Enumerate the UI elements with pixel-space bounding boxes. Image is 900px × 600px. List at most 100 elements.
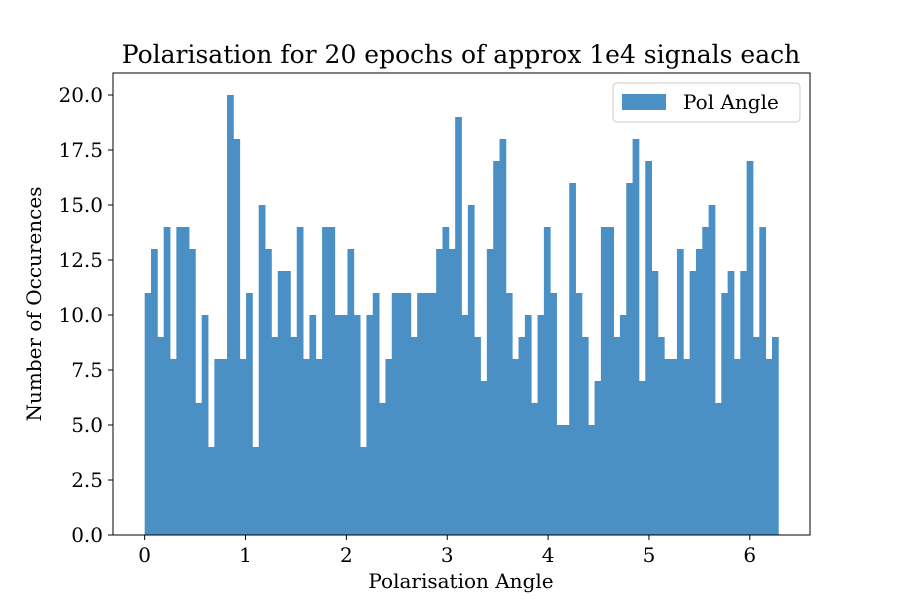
histogram-bar: [144, 293, 152, 535]
histogram-bar: [334, 315, 342, 535]
histogram-bar: [404, 293, 412, 535]
y-axis-label: Number of Occurences: [22, 187, 46, 422]
x-tick-label: 2: [340, 543, 353, 567]
y-tick-label: 5.0: [71, 413, 103, 437]
histogram-bar: [322, 227, 329, 535]
histogram-bar: [702, 227, 710, 535]
x-tick-label: 5: [643, 543, 656, 567]
histogram-bar: [588, 425, 595, 535]
histogram-bar: [366, 315, 374, 535]
legend: Pol Angle: [612, 82, 801, 123]
legend-swatch: [622, 94, 666, 110]
y-tick-label: 10.0: [58, 303, 103, 327]
plot-frame: [112, 72, 811, 536]
histogram-bar: [493, 161, 500, 535]
histogram-bar: [480, 381, 488, 535]
histogram-bar: [607, 227, 614, 535]
histogram-bar: [543, 227, 551, 535]
x-tick-label: 1: [239, 543, 252, 567]
y-axis-ticks: 0.0 2.5 5.0 7.5 10.0 12.5 15.0 17.5 20.0: [58, 83, 113, 547]
histogram-bar: [246, 293, 253, 535]
histogram-bar: [417, 293, 424, 535]
histogram-bar: [727, 271, 735, 535]
y-tick-label: 0.0: [71, 523, 103, 547]
x-tick-label: 4: [542, 543, 555, 567]
histogram-bar: [531, 403, 538, 535]
histogram-bar: [189, 249, 196, 535]
histogram-bar: [157, 337, 165, 535]
histogram-bar: [499, 139, 507, 535]
histogram-bar: [220, 359, 228, 535]
histogram-bar: [309, 315, 317, 535]
histogram-bar: [765, 359, 773, 535]
histogram-bar: [467, 205, 475, 535]
histogram-bar: [277, 271, 285, 535]
histogram-bar: [448, 249, 456, 535]
histogram-bar: [486, 249, 494, 535]
histogram-bar: [176, 227, 184, 535]
histogram-bar: [569, 183, 576, 535]
histogram-bar: [353, 315, 361, 535]
histogram-bar: [752, 337, 760, 535]
histogram-bar: [759, 227, 767, 535]
histogram-bars: [144, 95, 779, 535]
chart-title: Polarisation for 20 epochs of approx 1e4…: [122, 40, 800, 69]
histogram-bar: [461, 315, 469, 535]
histogram-bar: [328, 227, 336, 535]
histogram-bar: [391, 293, 399, 535]
histogram-bar: [524, 315, 532, 535]
y-tick-label: 2.5: [71, 468, 103, 492]
histogram-bar: [170, 359, 177, 535]
histogram-bar: [429, 293, 437, 535]
histogram-bar: [284, 271, 291, 535]
histogram-bar: [290, 337, 298, 535]
histogram-bar: [645, 161, 652, 535]
histogram-bar: [360, 447, 367, 535]
histogram-bar: [208, 447, 215, 535]
histogram-bar: [721, 293, 729, 535]
histogram-bar: [695, 249, 703, 535]
histogram-bar: [303, 359, 310, 535]
histogram-bar: [398, 293, 405, 535]
histogram-bar: [505, 293, 513, 535]
histogram-bar: [600, 227, 608, 535]
y-tick-label: 12.5: [58, 248, 103, 272]
histogram-bar: [664, 359, 672, 535]
histogram-bar: [182, 227, 190, 535]
histogram-bar: [619, 315, 627, 535]
histogram-bar: [436, 249, 443, 535]
histogram-bar: [315, 359, 323, 535]
histogram-bar: [423, 293, 431, 535]
histogram-bar: [537, 315, 545, 535]
histogram-bar: [442, 227, 450, 535]
histogram-bar: [410, 337, 418, 535]
histogram-bar: [613, 337, 621, 535]
histogram-bar: [233, 139, 241, 535]
histogram-bar: [676, 249, 684, 535]
histogram-bar: [271, 337, 279, 535]
x-tick-label: 6: [743, 543, 756, 567]
histogram-bar: [258, 205, 266, 535]
x-tick-label: 3: [441, 543, 454, 567]
histogram-bar: [575, 293, 583, 535]
histogram-bar: [581, 337, 589, 535]
histogram-bar: [372, 293, 380, 535]
histogram-bar: [214, 359, 222, 535]
histogram-bar: [347, 249, 355, 535]
histogram-bar: [562, 425, 570, 535]
histogram-bar: [385, 359, 393, 535]
histogram-bar: [594, 381, 602, 535]
histogram-bar: [626, 183, 633, 535]
y-tick-label: 17.5: [58, 138, 103, 162]
histogram-bar: [512, 359, 519, 535]
histogram-bar: [518, 337, 526, 535]
histogram-bar: [296, 227, 304, 535]
histogram-bar: [670, 359, 678, 535]
x-axis-label: Polarisation Angle: [368, 569, 553, 593]
histogram-bar: [714, 403, 722, 535]
histogram-bar: [657, 337, 665, 535]
histogram-bar: [689, 271, 697, 535]
y-tick-label: 7.5: [71, 358, 103, 382]
histogram-bar: [379, 403, 386, 535]
